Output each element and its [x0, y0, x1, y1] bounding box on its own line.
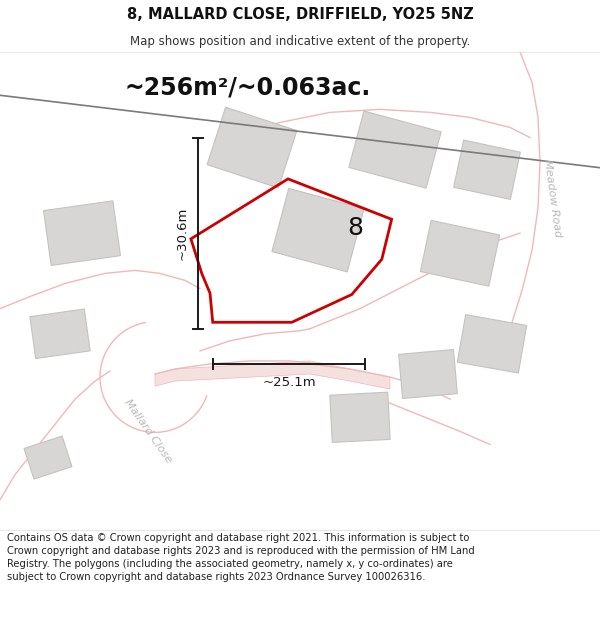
Polygon shape: [454, 140, 520, 199]
Text: Map shows position and indicative extent of the property.: Map shows position and indicative extent…: [130, 35, 470, 48]
Text: Mallard Close: Mallard Close: [122, 398, 173, 465]
Polygon shape: [398, 349, 457, 399]
Text: ~30.6m: ~30.6m: [176, 206, 188, 260]
Polygon shape: [24, 436, 72, 479]
Polygon shape: [30, 309, 90, 359]
Text: Meadow Road: Meadow Road: [542, 158, 562, 238]
Polygon shape: [421, 221, 500, 286]
Text: 8, MALLARD CLOSE, DRIFFIELD, YO25 5NZ: 8, MALLARD CLOSE, DRIFFIELD, YO25 5NZ: [127, 7, 473, 22]
Polygon shape: [44, 201, 121, 266]
Polygon shape: [155, 361, 390, 389]
Text: ~25.1m: ~25.1m: [262, 376, 316, 389]
Polygon shape: [349, 111, 441, 188]
Polygon shape: [457, 314, 527, 373]
Text: 8: 8: [347, 216, 363, 240]
Polygon shape: [272, 188, 364, 272]
Polygon shape: [207, 107, 297, 188]
Text: ~256m²/~0.063ac.: ~256m²/~0.063ac.: [125, 75, 371, 99]
Polygon shape: [330, 392, 390, 442]
Text: Contains OS data © Crown copyright and database right 2021. This information is : Contains OS data © Crown copyright and d…: [7, 533, 475, 582]
